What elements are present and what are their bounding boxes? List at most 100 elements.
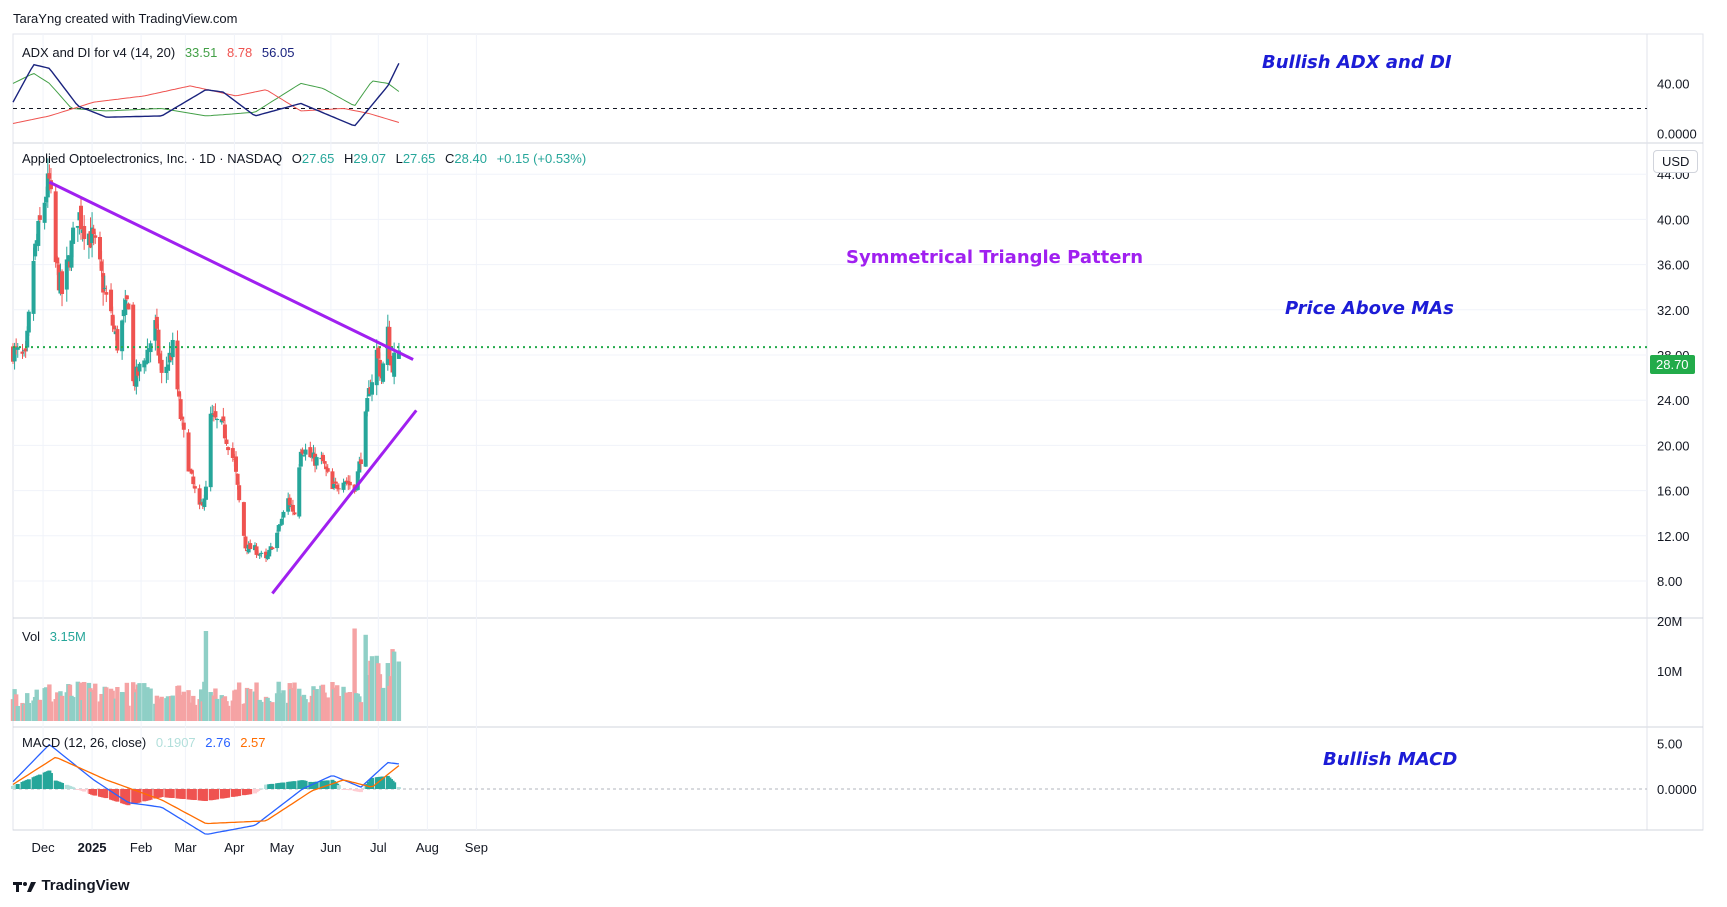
macd-histogram-bar — [336, 785, 341, 789]
candle-body — [278, 524, 283, 526]
candle-body — [243, 536, 248, 549]
candle-body — [69, 240, 74, 268]
candle-body — [197, 488, 202, 505]
candle-body — [165, 364, 170, 371]
macd-histogram-bar — [303, 780, 308, 789]
volume-bar — [192, 704, 198, 721]
candle-body — [320, 454, 325, 462]
volume-bar — [126, 705, 131, 721]
macd-histogram-bar — [292, 781, 297, 789]
candle-body — [79, 205, 84, 230]
candle-body — [101, 273, 106, 293]
candle-body — [341, 482, 346, 490]
candle-body — [279, 518, 284, 525]
tradingview-logo[interactable]: TradingView — [13, 877, 130, 895]
adx-series-di-minusplus — [12, 73, 400, 117]
annotation-bullish-adx[interactable]: Bullish ADX and DI — [1262, 52, 1452, 73]
candle-body — [115, 329, 120, 351]
candle-body — [44, 196, 49, 203]
candle-body — [153, 320, 158, 341]
candle-body — [300, 449, 305, 454]
candle-body — [137, 363, 142, 372]
volume-legend[interactable]: Vol 3.15M — [22, 629, 86, 644]
time-tick-label: Feb — [130, 840, 152, 855]
candle-body — [210, 413, 215, 417]
annotation-price-above-mas[interactable]: Price Above MAs — [1285, 298, 1454, 319]
price-tick-label: 16.00 — [1657, 484, 1690, 499]
macd-histogram-bar — [237, 789, 242, 796]
macd-tick-label: 0.0000 — [1657, 782, 1697, 797]
candle-body — [265, 555, 270, 559]
author-credit[interactable]: TaraYng created with TradingView.com — [13, 11, 238, 26]
candle-body — [170, 339, 175, 358]
candle-body — [377, 359, 382, 377]
low-label: L — [395, 151, 403, 166]
candle-body — [148, 343, 153, 353]
candle-body — [145, 349, 150, 364]
candle-body — [241, 502, 246, 536]
candle-body — [71, 227, 76, 244]
candle-body — [26, 311, 31, 333]
time-tick-label: Jun — [320, 840, 341, 855]
open-value: 27.65 — [301, 151, 335, 166]
candle-body — [135, 367, 140, 376]
price-tick-label: 32.00 — [1657, 303, 1690, 318]
macd-histogram-bar — [82, 789, 87, 792]
high-value: 29.07 — [353, 151, 386, 166]
candle-body — [254, 546, 259, 555]
candle-body — [175, 340, 180, 390]
candle-body — [257, 554, 262, 556]
macd-histogram-bar — [60, 783, 65, 789]
macd-histogram-bar — [226, 789, 231, 798]
currency-button[interactable]: USD — [1653, 150, 1699, 173]
macd-histogram-group — [11, 770, 401, 806]
candle-body — [292, 512, 297, 515]
macd-histogram-bar — [93, 789, 98, 796]
candle-body — [248, 543, 253, 550]
volume-bar — [254, 682, 259, 721]
volume-bar — [248, 689, 253, 721]
candle-body — [336, 488, 341, 490]
candle-body — [97, 236, 102, 260]
candle-body — [102, 287, 107, 289]
macd-histogram-bar — [26, 779, 31, 789]
adx-series-adx — [12, 62, 400, 127]
candle-body — [191, 476, 196, 485]
annotation-bullish-macd[interactable]: Bullish MACD — [1323, 749, 1458, 770]
macd-histogram-bar — [203, 789, 208, 802]
volume-bar — [115, 687, 120, 721]
candle-body — [333, 481, 338, 484]
time-tick-label: May — [270, 840, 295, 855]
volume-bar — [391, 651, 397, 721]
volume-bar — [352, 628, 357, 721]
candle-body — [264, 551, 269, 559]
candle-body — [36, 220, 41, 246]
macd-histogram-bar — [159, 789, 164, 798]
candle-body — [25, 330, 30, 348]
candle-body — [303, 449, 308, 455]
symbol-legend[interactable]: Applied Optoelectronics, Inc. · 1D · NAS… — [22, 151, 586, 166]
macd-histogram-bar — [181, 789, 186, 800]
adx-legend[interactable]: ADX and DI for v4 (14, 20) 33.51 8.78 56… — [22, 45, 294, 60]
macd-signal-line — [12, 756, 400, 825]
low-value: 27.65 — [402, 151, 436, 166]
price-tick-label: 12.00 — [1657, 529, 1690, 544]
macd-histogram-bar — [192, 789, 197, 801]
candle-body — [322, 461, 327, 464]
candle-body — [256, 553, 261, 555]
candle-body — [301, 455, 306, 457]
candle-body — [93, 235, 98, 238]
macd-legend[interactable]: MACD (12, 26, close) 0.1907 2.76 2.57 — [22, 735, 266, 750]
volume-bar — [110, 690, 115, 721]
volume-bar — [270, 702, 275, 721]
candle-body — [392, 352, 397, 377]
candle-body — [192, 486, 197, 489]
macd-histogram-bar — [347, 789, 352, 791]
annotation-triangle[interactable]: Symmetrical Triangle Pattern — [846, 247, 1144, 268]
candle-body — [343, 481, 348, 484]
volume-bar — [303, 699, 308, 721]
macd-histogram-bar — [281, 782, 286, 789]
macd-histogram-bar — [71, 787, 76, 789]
volume-tick-label: 10M — [1657, 664, 1682, 679]
